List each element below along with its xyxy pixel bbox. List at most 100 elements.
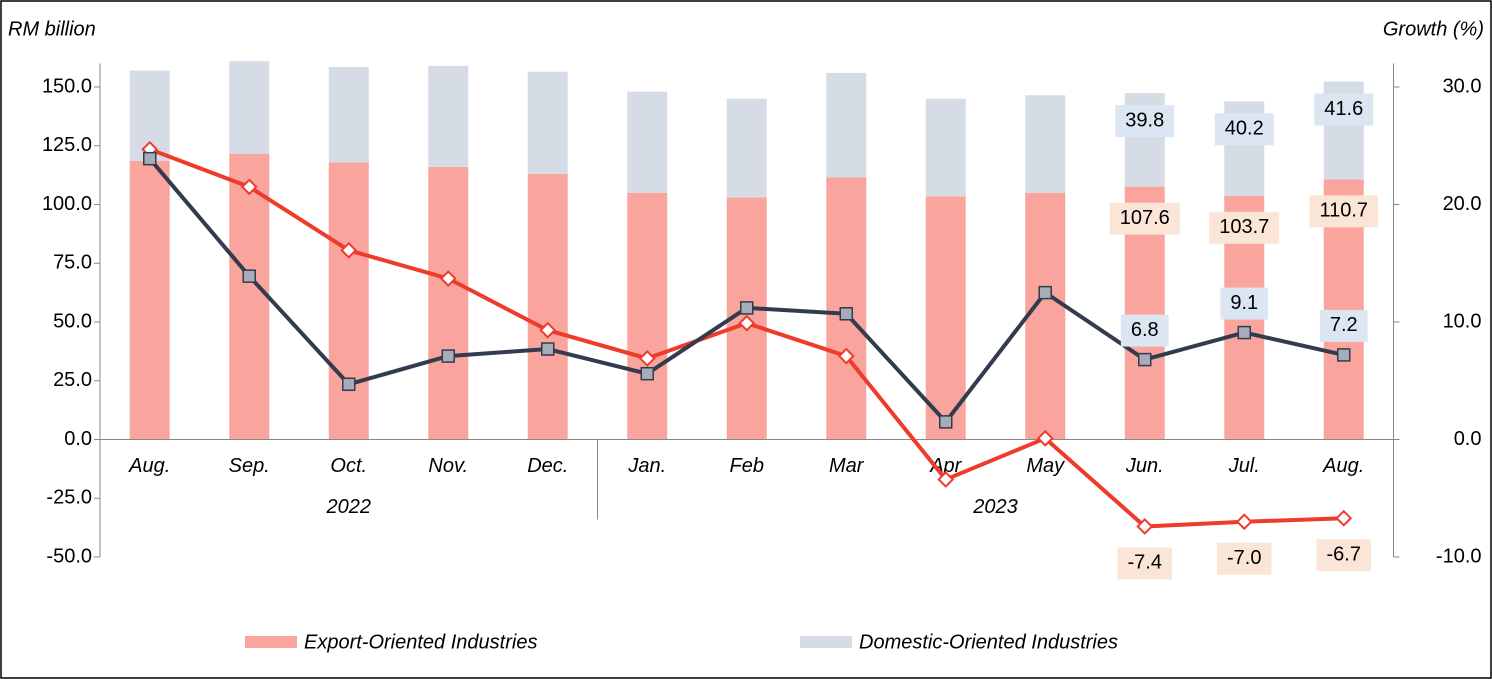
x-tick-label: Dec. [527, 455, 568, 477]
data-label: -7.0 [1227, 547, 1261, 569]
marker [1335, 509, 1353, 527]
x-tick-label: Feb [730, 455, 764, 477]
data-label: 110.7 [1319, 200, 1368, 222]
marker [240, 178, 258, 196]
y-tick-label: 0.0 [64, 428, 92, 450]
data-label-box [1120, 314, 1169, 347]
y2-tick-label: 10.0 [1443, 310, 1482, 332]
legend-label: Domestic-Oriented Industries [859, 631, 1118, 653]
y-tick-label: -25.0 [46, 487, 92, 509]
marker [340, 241, 358, 259]
marker [539, 321, 557, 339]
y2-tick-label: 20.0 [1443, 193, 1482, 215]
marker [1337, 348, 1351, 362]
y-tick-label: 125.0 [42, 134, 92, 156]
group-label: 2023 [972, 496, 1018, 518]
data-label-box [1309, 195, 1379, 228]
legend-label: Export-Oriented Industries [304, 631, 537, 653]
y-tick-label: 50.0 [53, 310, 92, 332]
y-tick-label: 100.0 [42, 193, 92, 215]
data-label-box [1316, 539, 1371, 572]
data-label: 107.6 [1120, 207, 1170, 229]
x-tick-label: Aug. [128, 455, 170, 477]
data-label: 40.2 [1225, 118, 1264, 140]
y-tick-label: 25.0 [53, 369, 92, 391]
data-label-box [1214, 113, 1274, 146]
marker [939, 415, 953, 429]
bar [428, 166, 469, 440]
bar [129, 161, 170, 440]
data-label: -6.7 [1327, 544, 1361, 566]
data-label: 103.7 [1219, 216, 1269, 238]
legend-swatch [800, 636, 852, 648]
bar [726, 98, 767, 198]
x-tick-label: Jul. [1228, 455, 1260, 477]
bar [527, 71, 568, 174]
marker [439, 270, 457, 287]
marker [738, 314, 756, 332]
marker [1038, 285, 1052, 300]
marker [143, 151, 157, 166]
data-label-box [1109, 202, 1180, 235]
y-tick-label: -50.0 [46, 545, 92, 567]
bar [627, 192, 668, 440]
legend-swatch [245, 636, 297, 648]
x-tick-label: Mar [829, 455, 865, 477]
data-label: 41.6 [1324, 98, 1363, 120]
marker [342, 377, 356, 392]
marker [740, 301, 754, 315]
bar [328, 162, 369, 440]
marker [837, 347, 855, 365]
marker [937, 471, 955, 488]
data-label-box [1115, 105, 1175, 138]
x-tick-label: Sep. [229, 455, 270, 477]
data-label-box [1217, 542, 1272, 575]
data-label: 7.2 [1330, 314, 1358, 336]
marker [1235, 513, 1253, 531]
group-label: 2022 [326, 496, 372, 518]
marker [1237, 325, 1251, 340]
x-tick-label: Jun. [1125, 455, 1164, 477]
data-label: 6.8 [1131, 319, 1159, 341]
bar [328, 67, 369, 163]
marker [242, 269, 256, 283]
marker [1138, 352, 1152, 367]
data-label-box [1220, 287, 1269, 320]
data-label-box [1314, 93, 1374, 126]
data-label: 9.1 [1230, 292, 1258, 314]
data-label: -7.4 [1128, 552, 1162, 574]
x-tick-label: May [1026, 455, 1065, 477]
data-label-box [1117, 547, 1172, 580]
bar [826, 72, 867, 178]
y2-tick-label: 30.0 [1443, 75, 1482, 97]
data-label-box [1209, 211, 1280, 244]
y2-tick-label: 0.0 [1454, 428, 1482, 450]
y-axis-title: RM billion [8, 18, 96, 40]
y2-axis-title: Growth (%) [1383, 18, 1484, 40]
bar [229, 153, 270, 440]
bar [428, 65, 469, 167]
y-tick-label: 75.0 [53, 252, 92, 274]
marker [441, 349, 455, 363]
x-tick-label: Jan. [627, 455, 666, 477]
bar [627, 91, 668, 193]
x-tick-label: Oct. [330, 455, 367, 477]
data-label: 39.8 [1125, 109, 1164, 131]
marker [638, 350, 656, 367]
marker [1036, 429, 1054, 447]
marker [640, 366, 654, 381]
bar [1025, 192, 1066, 440]
marker [1136, 518, 1154, 535]
bar [229, 61, 270, 154]
bar [527, 173, 568, 440]
bar [1025, 95, 1066, 193]
x-tick-label: Nov. [428, 455, 468, 477]
marker [541, 342, 555, 356]
x-tick-label: Aug. [1322, 455, 1364, 477]
bar [925, 98, 966, 197]
y2-tick-label: -10.0 [1436, 545, 1482, 567]
bar [925, 196, 966, 440]
marker [839, 307, 853, 321]
y-tick-label: 150.0 [42, 75, 92, 97]
